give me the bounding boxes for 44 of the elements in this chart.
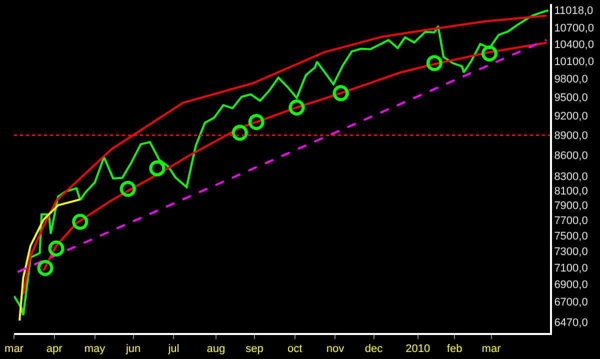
y-tick-label: 8900,0 [554, 130, 588, 142]
y-tick-label: 10400,0 [554, 38, 594, 51]
y-tick-label: 9500,0 [554, 92, 588, 104]
x-tick-label: feb [446, 343, 462, 356]
y-tick-label: 8100,0 [554, 185, 588, 198]
point [232, 124, 248, 141]
point [37, 260, 54, 276]
x-tick-label: sep [246, 343, 264, 356]
y-tick-label: 8600,0 [554, 150, 588, 162]
y-tick-label: 10100,0 [554, 56, 594, 68]
y-tick-label: 7100,0 [554, 262, 588, 274]
y-tick-label: 11018,0 [554, 5, 594, 18]
y-tick-label: 7900,0 [554, 200, 588, 212]
x-tick-label: dec [364, 343, 384, 356]
x-tick-label: 2010 [406, 343, 430, 356]
y-tick-label: 6700,0 [554, 296, 588, 308]
x-tick-label: nov [326, 343, 345, 356]
point [149, 160, 166, 176]
x-tick-label: jun [124, 343, 141, 356]
y-tick-label: 6900,0 [554, 279, 588, 292]
x-tick-label: may [84, 343, 106, 356]
point [120, 180, 136, 197]
x-tick-label: jul [167, 343, 180, 356]
y-tick-label: 8300,0 [554, 171, 588, 184]
point [332, 85, 349, 102]
point [72, 214, 88, 230]
point [248, 114, 264, 130]
point [481, 46, 498, 62]
point [426, 55, 442, 72]
y-tick-label: 7700,0 [554, 214, 588, 227]
point [288, 99, 305, 116]
x-tick-label: oct [288, 343, 302, 356]
x-tick-label: mar [4, 343, 24, 356]
line-series [18, 198, 82, 322]
x-tick-label: aug [206, 343, 226, 356]
y-tick-label: 9800,0 [554, 74, 588, 86]
x-tick-label: mar [482, 343, 502, 356]
y-tick-label: 10700,0 [554, 22, 594, 34]
x-tick-label: apr [46, 343, 63, 356]
y-tick-label: 7500,0 [554, 230, 588, 242]
y-tick-label: 7300,0 [554, 246, 588, 258]
y-tick-label: 6470,0 [554, 316, 588, 329]
y-tick-label: 9200,0 [554, 110, 588, 123]
point [48, 240, 64, 256]
